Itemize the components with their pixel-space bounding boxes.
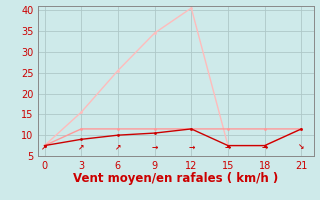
Text: →: → <box>261 143 268 152</box>
Text: →: → <box>151 143 158 152</box>
Text: ↗: ↗ <box>115 143 121 152</box>
Text: ↗: ↗ <box>78 143 84 152</box>
Text: ↘: ↘ <box>298 143 305 152</box>
Text: →: → <box>225 143 231 152</box>
Text: →: → <box>188 143 195 152</box>
Text: ↗: ↗ <box>41 143 48 152</box>
X-axis label: Vent moyen/en rafales ( km/h ): Vent moyen/en rafales ( km/h ) <box>73 172 279 185</box>
